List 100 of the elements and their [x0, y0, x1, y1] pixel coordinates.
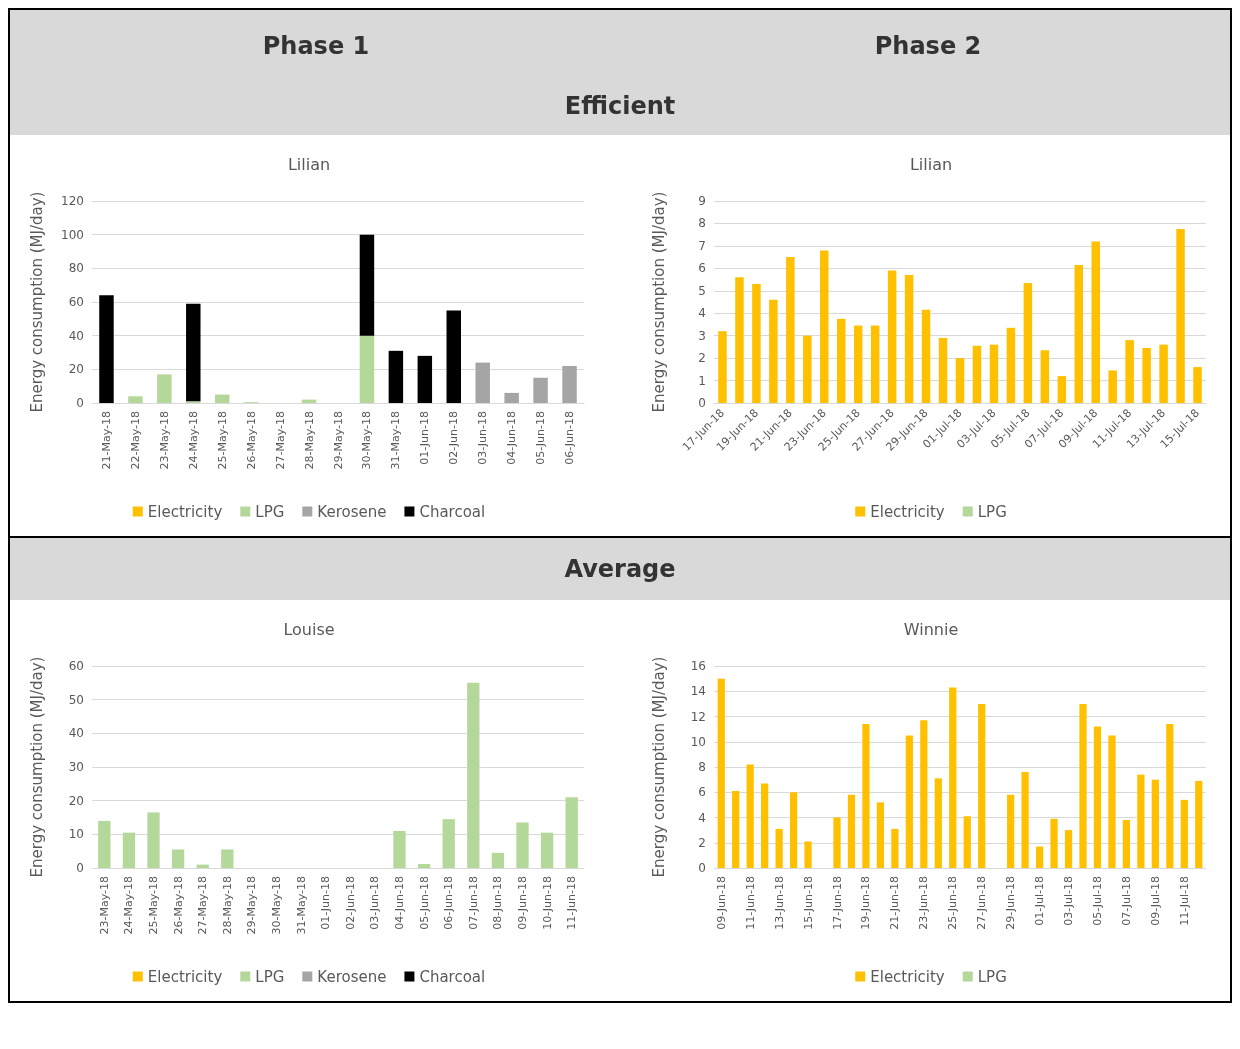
y-tick-label: 0	[698, 861, 706, 875]
y-tick-label: 30	[68, 760, 84, 774]
legend-label: LPG	[977, 967, 1007, 986]
x-tick-label: 05-Jul-18	[1090, 876, 1104, 926]
x-tick-label: 29-Jun-18	[1004, 876, 1018, 930]
bar	[565, 797, 578, 868]
bar	[853, 325, 863, 403]
y-tick-label: 20	[68, 793, 84, 808]
x-tick-label: 02-Jun-18	[447, 411, 461, 465]
x-tick-label: 15-Jun-18	[801, 876, 815, 930]
bar	[717, 678, 725, 868]
chart-title: Louise	[283, 619, 335, 639]
y-tick-label: 8	[698, 760, 706, 774]
text: Average	[10, 538, 1230, 600]
y-tick-label: 2	[698, 351, 706, 366]
bar	[732, 790, 740, 868]
bar	[920, 720, 928, 868]
bar	[963, 816, 971, 868]
bar	[98, 820, 111, 868]
bar	[972, 345, 982, 403]
x-tick-label: 03-Jul-18	[1062, 876, 1076, 926]
legend-label: Charcoal	[419, 967, 486, 986]
x-tick-label: 19-Jun-18	[859, 876, 873, 930]
bar	[775, 828, 783, 868]
x-tick-label: 21-Jun-18	[888, 876, 902, 930]
bar	[417, 863, 431, 868]
bar	[442, 819, 455, 868]
y-tick-label: 0	[76, 861, 84, 875]
y-tick-label: 40	[68, 726, 84, 741]
bar	[1091, 241, 1100, 403]
y-tick-label: 80	[68, 261, 84, 276]
bar	[761, 783, 769, 868]
bar	[803, 335, 812, 403]
bar	[491, 852, 505, 868]
legend-label: Charcoal	[419, 502, 486, 521]
x-tick-label: 23-May-18	[157, 411, 171, 470]
legend-label: Kerosene	[317, 967, 387, 986]
legend-label: LPG	[255, 967, 285, 986]
x-tick-label: 24-May-18	[122, 876, 136, 935]
y-tick-label: 1	[698, 373, 706, 388]
y-tick-label: 16	[690, 659, 706, 673]
bar	[718, 331, 727, 403]
x-tick-label: 02-Jun-18	[343, 876, 357, 930]
bar	[820, 250, 829, 403]
y-tick-label: 9	[698, 194, 706, 208]
chart-title: Lilian	[909, 154, 953, 174]
x-tick-label: 05-Jun-18	[417, 876, 431, 930]
bar	[1166, 724, 1174, 868]
y-tick-label: 12	[690, 709, 706, 724]
y-tick-label: 10	[68, 827, 84, 842]
bar	[446, 310, 461, 403]
x-tick-label: 03-Jun-18	[368, 876, 382, 930]
bar	[1176, 229, 1185, 403]
x-tick-label: 09-Jun-18	[714, 876, 728, 930]
bar	[1007, 794, 1015, 868]
bar	[467, 682, 480, 868]
legend-label: Kerosene	[317, 502, 387, 521]
y-tick-label: 6	[698, 785, 706, 800]
legend-label: Electricity	[870, 967, 945, 986]
bar	[921, 309, 931, 403]
bar	[735, 277, 744, 403]
y-tick-label: 14	[690, 684, 706, 699]
x-tick-label: 07-Jun-18	[466, 876, 480, 930]
x-tick-label: 30-May-18	[270, 876, 283, 935]
bar	[122, 832, 136, 868]
x-tick-label: 25-May-18	[215, 411, 229, 470]
x-tick-label: 25-May-18	[147, 876, 160, 935]
y-tick-label: 7	[698, 238, 706, 253]
x-tick-label: 06-Jun-18	[563, 411, 577, 465]
y-axis-title: Energy consumption (MJ/day)	[649, 656, 668, 878]
legend-label: Electricity	[147, 967, 223, 986]
bar	[1079, 703, 1087, 868]
bar	[475, 362, 490, 403]
x-tick-label: 11-Jul-18	[1177, 876, 1191, 926]
bar	[847, 794, 856, 868]
text: Phase 2	[873, 32, 983, 60]
x-tick-label: 21-May-18	[99, 411, 113, 470]
x-tick-label: 06-Jun-18	[442, 876, 456, 930]
bar	[1151, 779, 1159, 868]
bar	[804, 841, 812, 868]
x-tick-label: 26-May-18	[244, 411, 258, 470]
bar	[769, 299, 778, 403]
bar	[904, 275, 914, 403]
bar	[989, 344, 999, 403]
bar	[516, 822, 529, 868]
bar	[955, 358, 965, 403]
x-tick-label: 29-May-18	[245, 876, 259, 935]
y-tick-label: 10	[690, 734, 706, 749]
x-tick-label: 01-Jun-18	[319, 876, 333, 930]
bar	[1137, 774, 1145, 868]
x-tick-label: 01-Jun-18	[418, 411, 432, 465]
bar	[1050, 818, 1058, 868]
y-tick-label: 4	[698, 810, 706, 825]
x-tick-label: 23-May-18	[97, 876, 111, 935]
y-axis-title: Energy consumption (MJ/day)	[649, 191, 668, 413]
y-tick-label: 60	[68, 659, 84, 673]
x-tick-label: 31-May-18	[389, 411, 403, 470]
x-tick-label: 27-May-18	[273, 411, 287, 470]
bar	[533, 377, 548, 403]
y-axis-title: Energy consumption (MJ/day)	[27, 656, 46, 878]
